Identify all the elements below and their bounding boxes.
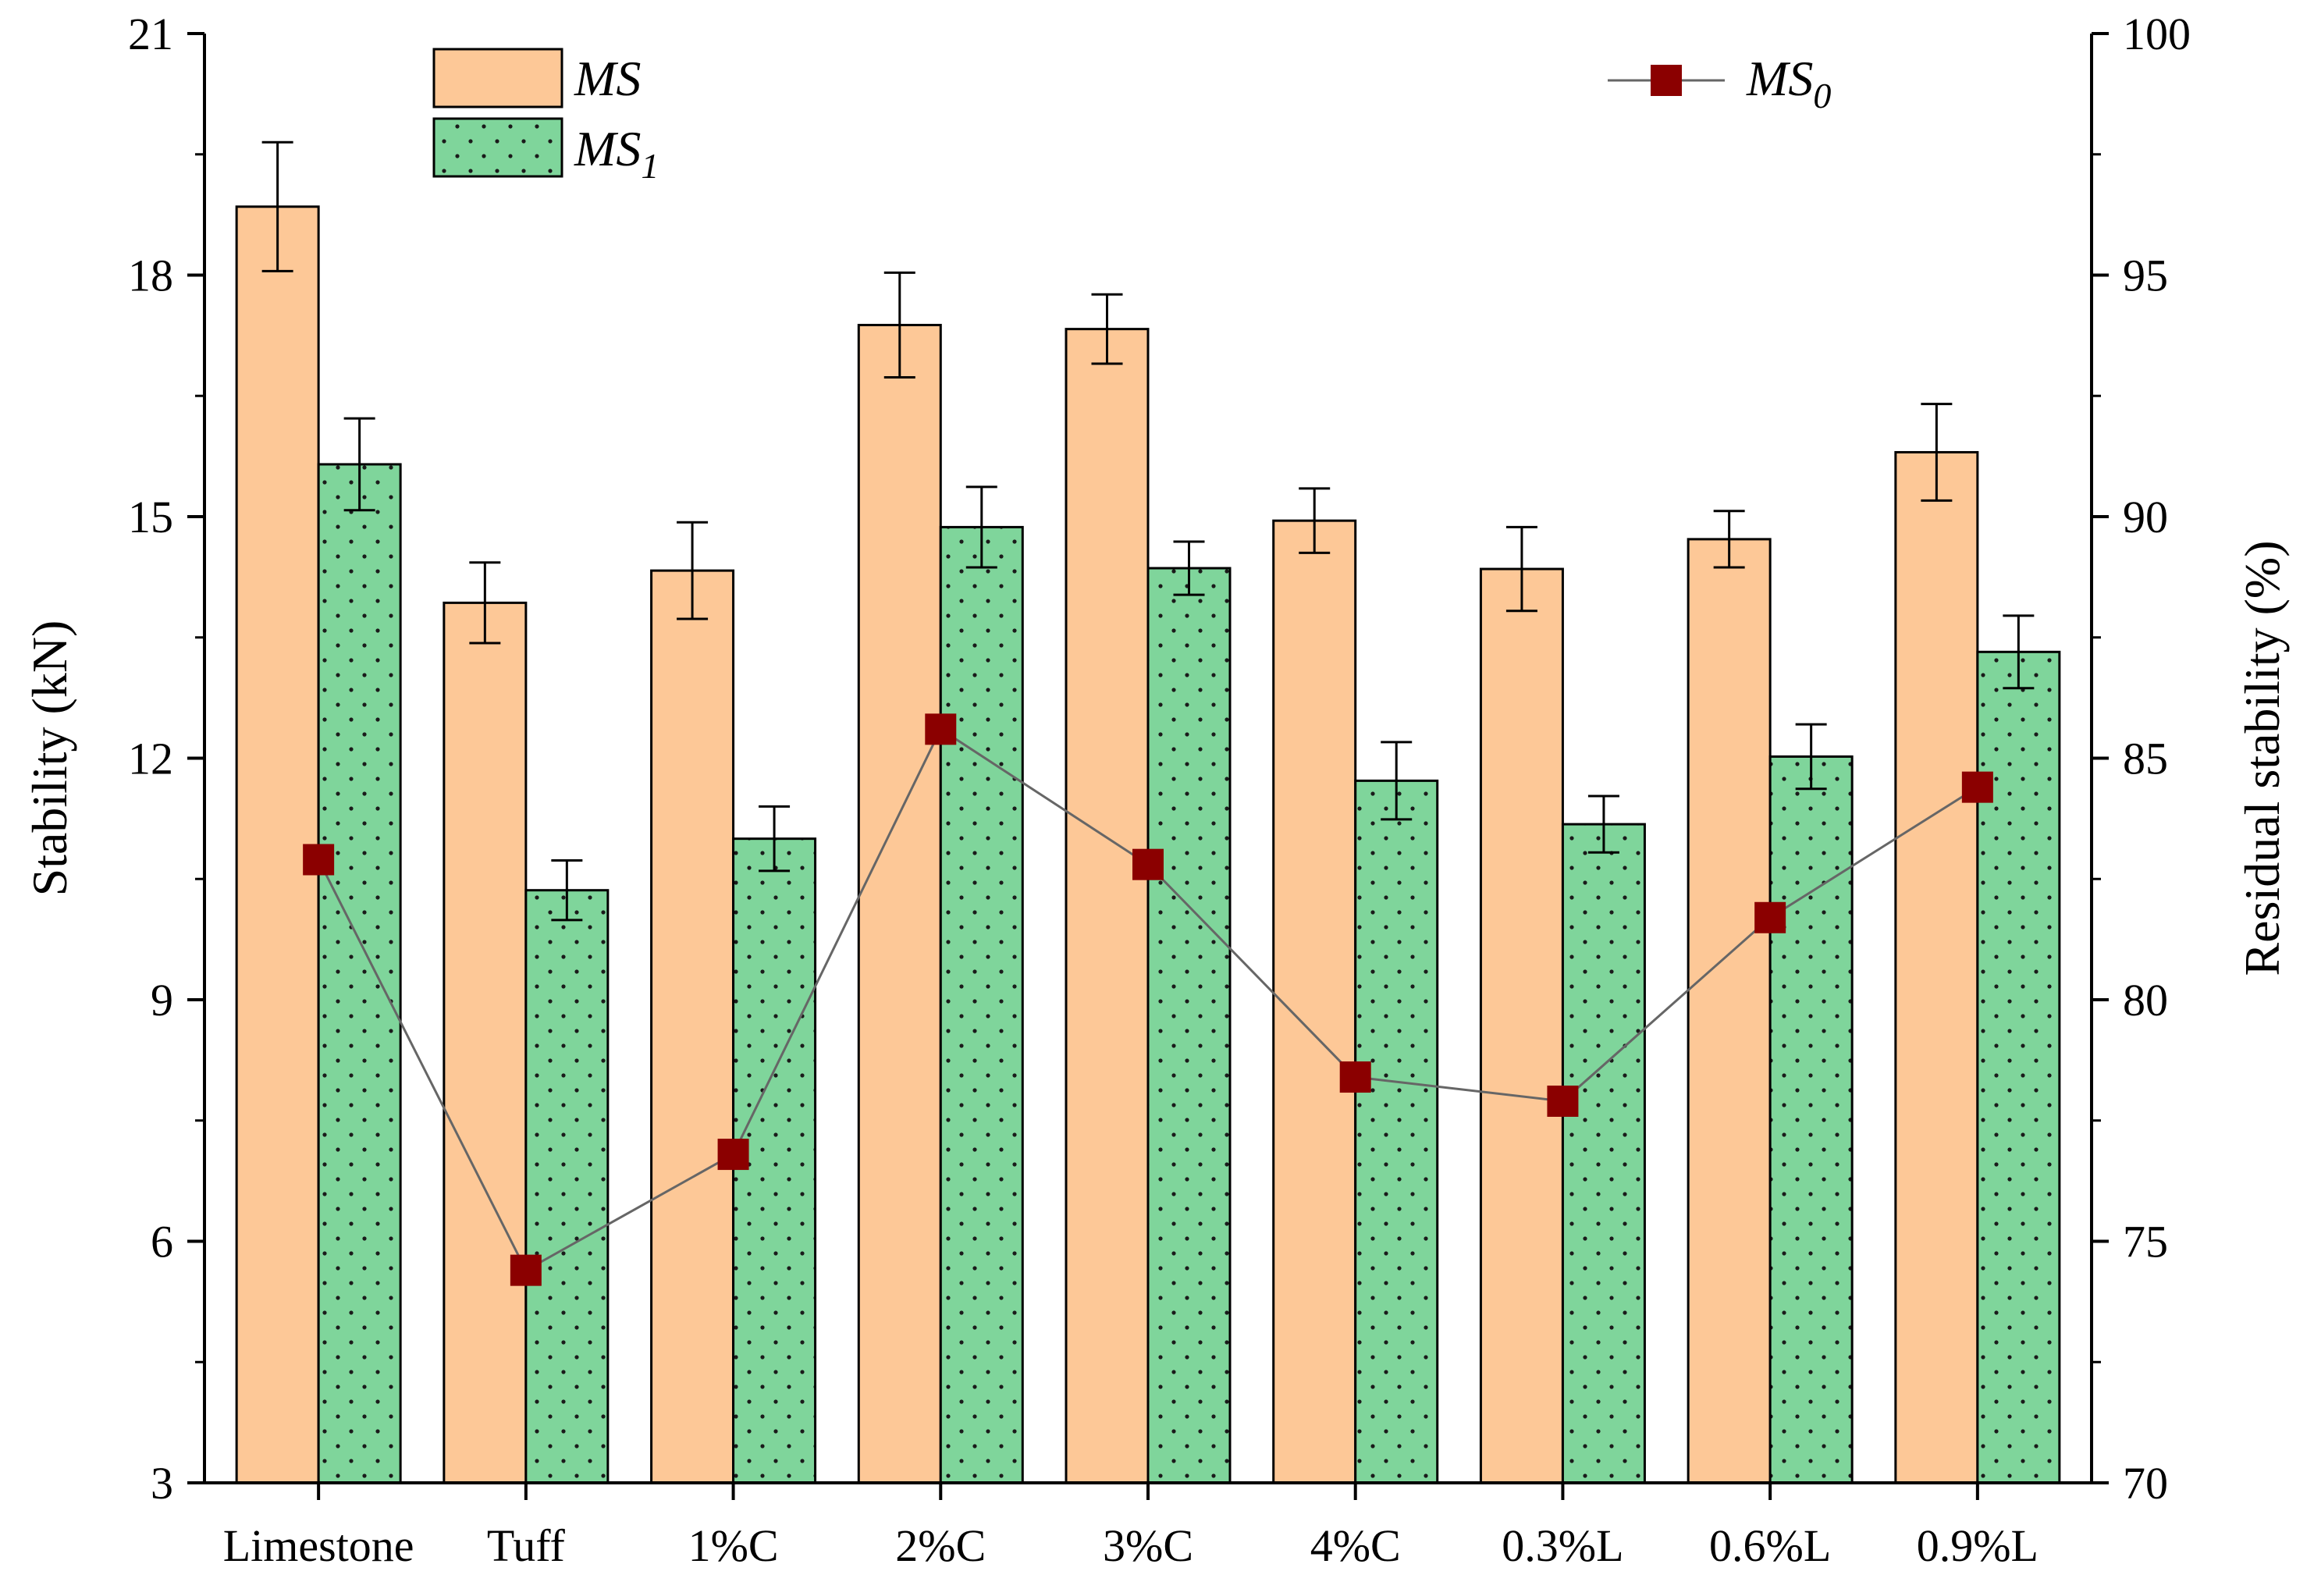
xtick-label-6: 0.3%L <box>1502 1520 1623 1571</box>
bar-ms1-1 <box>524 889 610 1484</box>
legend-label-ms1: MS1 <box>574 121 659 186</box>
xtick-label-4: 3%C <box>1103 1520 1193 1571</box>
point-ms0-6 <box>1547 1085 1579 1117</box>
error-bars-layer <box>261 140 2035 922</box>
xtick-label-0: Limestone <box>223 1520 414 1571</box>
xtick-label-1: Tuff <box>487 1520 566 1571</box>
y2tick-label-1: 75 <box>2123 1217 2168 1267</box>
bar-ms1-6 <box>1561 823 1646 1484</box>
ytick-label-1: 6 <box>151 1217 173 1267</box>
xtick-label-7: 0.6%L <box>1709 1520 1831 1571</box>
xtick-label-5: 4%C <box>1310 1520 1401 1571</box>
bar-ms1-4 <box>1146 567 1232 1484</box>
legend-label-sub-2: 0 <box>1813 76 1831 116</box>
xtick-label-3: 2%C <box>895 1520 986 1571</box>
bar-ms-6 <box>1479 567 1564 1484</box>
bar-ms-7 <box>1687 538 1772 1484</box>
point-ms0-0 <box>303 844 335 876</box>
bar-ms-2 <box>650 569 735 1484</box>
legend-marker-ms0 <box>1651 65 1682 96</box>
xtick-label-8: 0.9%L <box>1917 1520 2039 1571</box>
bar-ms-1 <box>443 601 528 1484</box>
legend-label-base-1: MS <box>574 121 641 176</box>
legend-swatch-ms <box>432 48 563 108</box>
point-ms0-4 <box>1132 848 1164 880</box>
legend-label-sub-1: 1 <box>641 146 659 186</box>
bar-ms-3 <box>857 323 942 1484</box>
bar-ms1-3 <box>939 525 1024 1484</box>
legend-label-ms: MS <box>574 51 641 106</box>
legend-label-base-0: MS <box>574 51 641 106</box>
legend-swatch-ms1 <box>432 117 563 178</box>
point-ms0-2 <box>717 1139 749 1171</box>
ytick-label-4: 15 <box>128 492 173 542</box>
point-ms0-8 <box>1961 771 1993 803</box>
y2tick-label-2: 80 <box>2123 975 2168 1025</box>
y2tick-label-4: 90 <box>2123 492 2168 542</box>
bar-ms1-5 <box>1354 779 1439 1484</box>
bars-layer <box>235 205 2061 1484</box>
y2tick-label-5: 95 <box>2123 251 2168 301</box>
axes-layer: 3 6 9 12 15 18 21 70 75 80 85 90 95 100 Limestone Tuff 1… <box>22 9 2290 1571</box>
line-layer <box>303 713 1993 1286</box>
bar-ms-5 <box>1272 519 1357 1484</box>
ytick-label-0: 3 <box>151 1458 173 1509</box>
xtick-label-2: 1%C <box>688 1520 779 1571</box>
bar-ms1-7 <box>1768 755 1854 1484</box>
ytick-label-5: 18 <box>128 251 173 301</box>
bar-ms-4 <box>1065 328 1150 1484</box>
point-ms0-7 <box>1754 901 1786 933</box>
bar-ms-8 <box>1894 450 1979 1484</box>
y2tick-label-0: 70 <box>2123 1458 2168 1509</box>
ytick-label-6: 21 <box>128 9 173 59</box>
legend-label-ms0: MS0 <box>1746 51 1831 116</box>
point-ms0-3 <box>925 713 957 745</box>
ytick-label-2: 9 <box>151 975 173 1025</box>
point-ms0-1 <box>510 1254 542 1286</box>
y2tick-label-6: 100 <box>2123 9 2191 59</box>
legend-label-base-2: MS <box>1746 51 1813 106</box>
y2tick-label-3: 85 <box>2123 734 2168 784</box>
ytick-label-3: 12 <box>128 734 173 784</box>
y2-axis-title: Residual stability (%) <box>2234 540 2290 976</box>
bar-ms1-0 <box>317 463 402 1484</box>
point-ms0-5 <box>1339 1061 1371 1093</box>
y-axis-title: Stability (kN) <box>22 620 77 897</box>
